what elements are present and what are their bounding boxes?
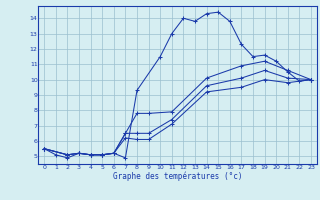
X-axis label: Graphe des températures (°c): Graphe des températures (°c) bbox=[113, 172, 242, 181]
